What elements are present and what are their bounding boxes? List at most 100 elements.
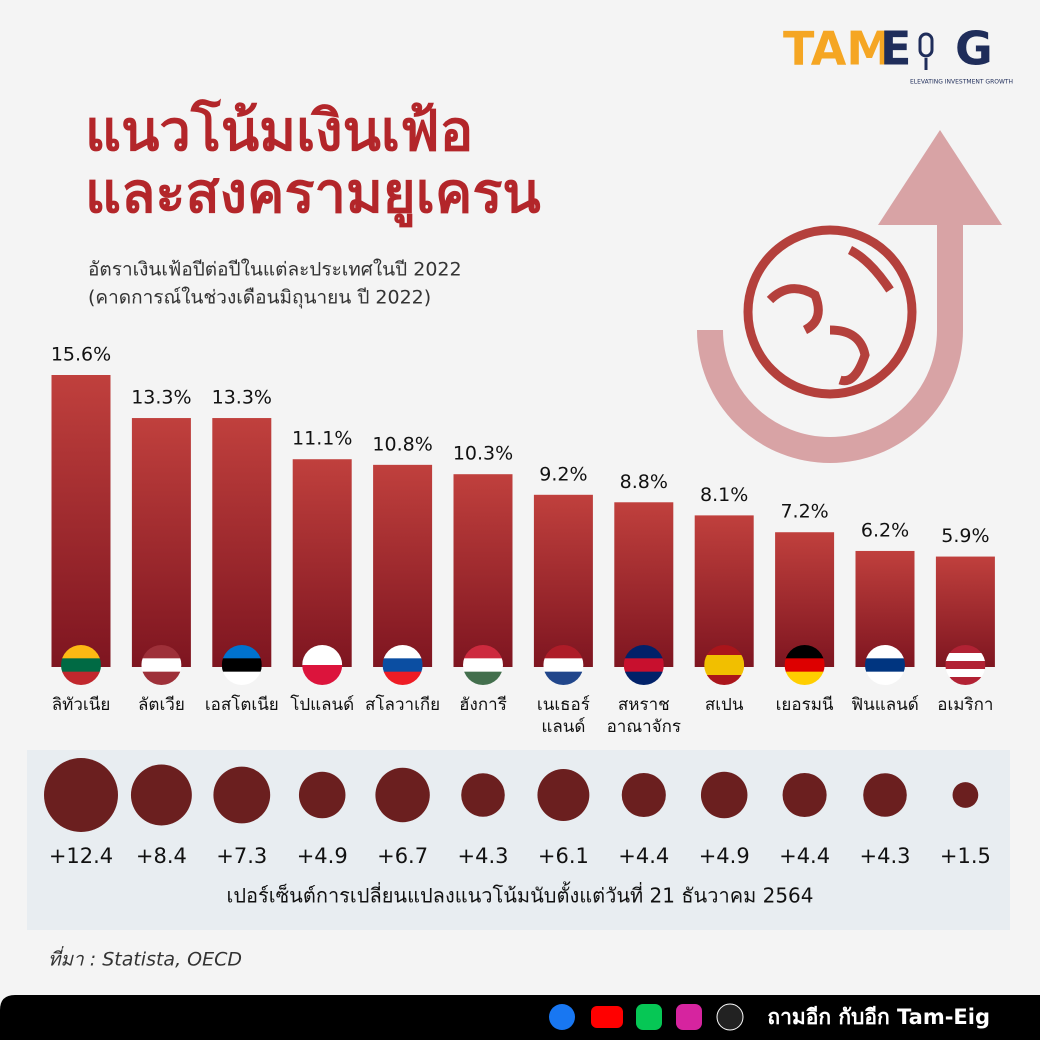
value-label: 8.1% — [700, 484, 748, 506]
bubble-label: +4.9 — [297, 844, 348, 868]
bubble-caption: เปอร์เซ็นต์การเปลี่ยนแปลงแนวโน้มนับตั้งแ… — [226, 882, 813, 908]
value-label: 11.1% — [292, 428, 352, 450]
value-label: 15.6% — [51, 344, 111, 366]
bar — [131, 418, 191, 667]
value-label: 8.8% — [620, 471, 668, 493]
social-icons — [549, 1003, 744, 1031]
footer-bar — [0, 995, 1040, 1040]
flag — [865, 658, 905, 673]
source: ที่มา : Statista, OECD — [48, 946, 242, 971]
flag — [704, 645, 745, 656]
category-label: เนเธอร์ แลนด์ — [536, 695, 590, 737]
bar — [292, 459, 352, 667]
flag — [382, 671, 423, 685]
bubble-label: +4.3 — [860, 844, 911, 868]
flag — [221, 645, 262, 659]
flag — [623, 645, 664, 659]
flag — [221, 658, 262, 673]
subtitle: (คาดการณ์ในช่วงเดือนมิถุนายน ปี 2022) — [88, 287, 431, 310]
value-label: 10.3% — [453, 443, 513, 465]
bubble — [782, 772, 827, 818]
footer-text[interactable]: ถามอีก กับอีก Tam-Eig — [767, 1005, 990, 1029]
logo: TAM — [783, 22, 892, 76]
value-label: 5.9% — [941, 525, 989, 547]
bubble-label: +12.4 — [49, 844, 113, 868]
logo: G — [955, 22, 993, 76]
bubble-label: +4.4 — [618, 844, 669, 868]
flag — [704, 675, 745, 685]
category-label: อเมริกา — [937, 695, 994, 715]
flag — [382, 645, 423, 659]
bubble-label: +6.7 — [377, 844, 428, 868]
category-label: สโลวาเกีย — [365, 695, 441, 715]
bubble-label: +4.3 — [458, 844, 509, 868]
category-label: สเปน — [704, 695, 744, 715]
flag — [302, 645, 343, 666]
bubble — [213, 766, 271, 824]
flag — [463, 658, 503, 673]
bubble — [621, 772, 666, 818]
bar — [694, 515, 754, 667]
bubble-label: +1.5 — [940, 844, 991, 868]
flag — [945, 677, 986, 685]
bar — [614, 502, 674, 667]
logo-tagline: ELEVATING INVESTMENT GROWTH — [910, 79, 1013, 86]
title: แนวโน้มเงินเฟ้อ — [85, 98, 473, 164]
value-label: 13.3% — [131, 387, 191, 409]
category-label: ฟินแลนด์ — [851, 695, 919, 715]
bubble — [44, 758, 118, 832]
flag — [945, 661, 986, 670]
flag — [865, 645, 905, 659]
flag — [543, 671, 584, 685]
flag — [945, 669, 986, 678]
value-label: 9.2% — [539, 463, 587, 485]
flag — [704, 665, 745, 676]
flag — [302, 665, 343, 685]
bar — [212, 418, 272, 667]
bubble-label: +7.3 — [216, 844, 267, 868]
category-label: เอสโตเนีย — [204, 695, 279, 715]
bubble — [952, 782, 979, 808]
category-label: สหราช อาณาจักร — [606, 695, 682, 737]
flag — [543, 658, 584, 673]
bar — [775, 532, 835, 667]
flag — [382, 658, 423, 673]
flag — [61, 671, 101, 685]
bubble-panel — [27, 750, 1010, 930]
flag — [61, 658, 101, 673]
flag — [141, 645, 182, 659]
flag — [865, 671, 905, 685]
bubble-label: +6.1 — [538, 844, 589, 868]
flag — [463, 645, 503, 659]
flag — [704, 655, 745, 666]
flag — [141, 671, 182, 685]
subtitle: อัตราเงินเฟ้อปีต่อปีในแต่ละประเทศในปี 20… — [88, 259, 462, 281]
category-label: ลัตเวีย — [138, 695, 185, 715]
flag — [623, 658, 664, 673]
value-label: 6.2% — [861, 519, 909, 541]
bar — [453, 474, 513, 667]
bar — [51, 375, 111, 667]
flag — [463, 671, 503, 685]
flag — [221, 671, 262, 685]
flag — [61, 645, 101, 659]
bar — [373, 464, 433, 667]
logo: E — [880, 22, 911, 76]
title: และสงครามยูเครน — [85, 161, 541, 228]
category-label: ฮังการี — [459, 695, 507, 715]
globe-icon — [743, 225, 917, 399]
category-label: เยอรมนี — [775, 695, 834, 715]
bubble — [130, 764, 192, 826]
value-label: 7.2% — [780, 501, 828, 523]
bubble-label: +4.4 — [779, 844, 830, 868]
flag — [784, 658, 825, 673]
category-label: ลิทัวเนีย — [51, 695, 111, 715]
bar — [533, 494, 593, 667]
flag — [784, 671, 825, 685]
bubble — [537, 769, 590, 821]
flag — [543, 645, 584, 659]
flag — [945, 653, 986, 662]
bubble — [700, 771, 748, 819]
